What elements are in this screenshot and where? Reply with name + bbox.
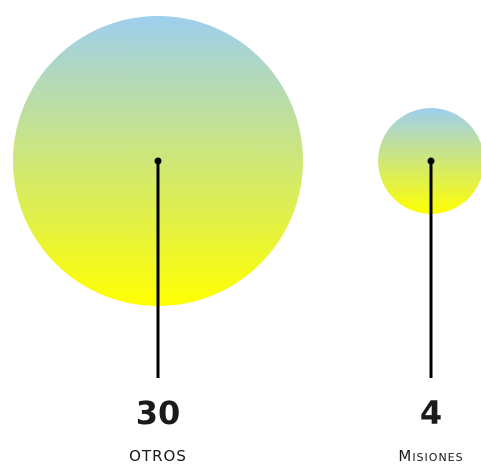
center-dot-misiones xyxy=(427,157,435,165)
value-label-otros: 30 xyxy=(136,394,181,432)
category-label-otros: OTROS xyxy=(129,447,187,464)
value-label-misiones: 4 xyxy=(420,394,442,432)
center-dot-otros xyxy=(154,157,162,165)
category-label-misiones: Misiones xyxy=(398,447,463,464)
